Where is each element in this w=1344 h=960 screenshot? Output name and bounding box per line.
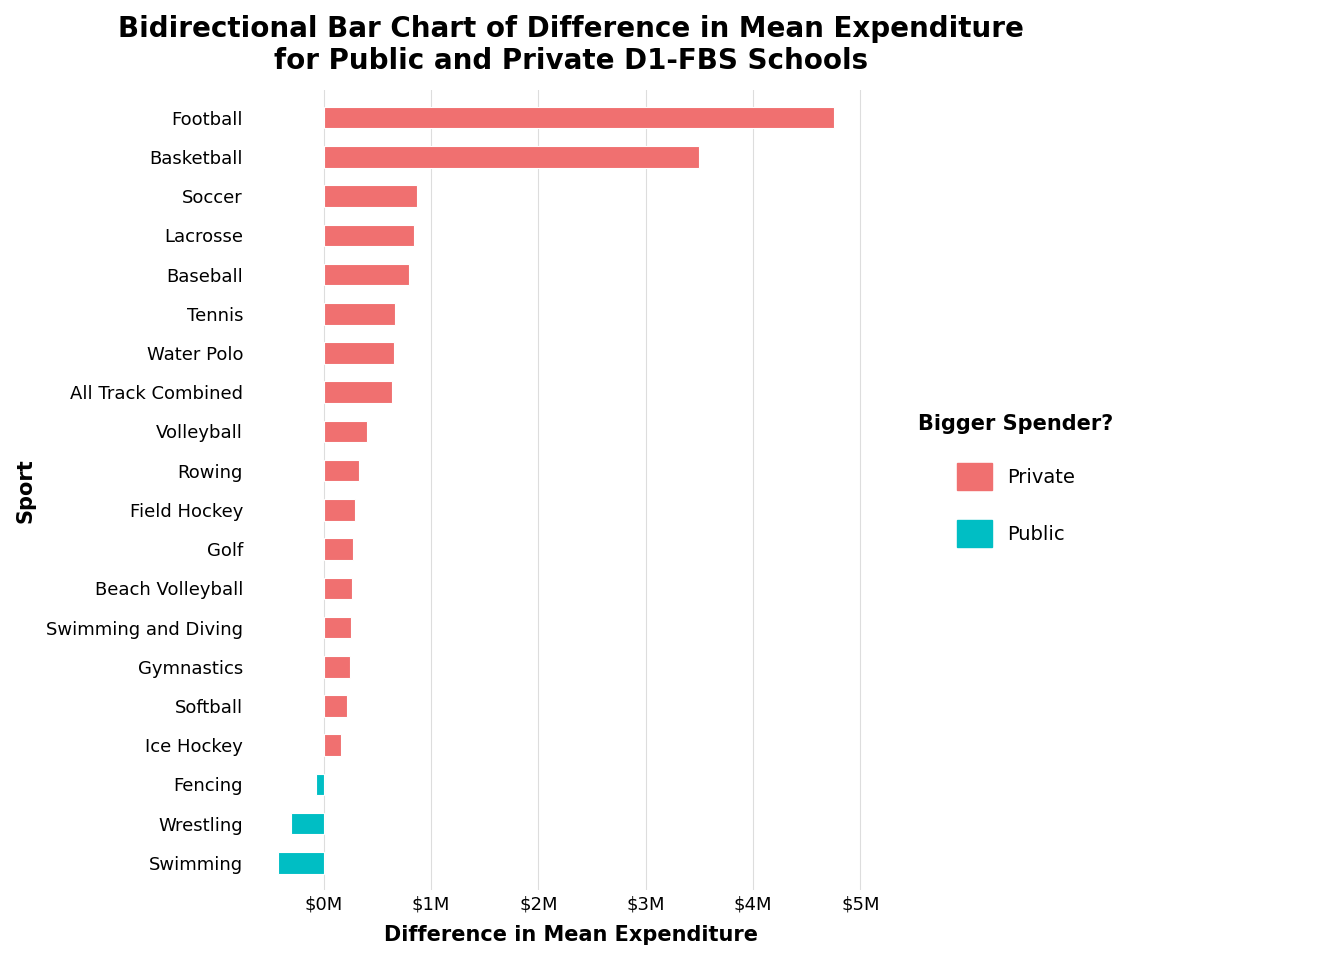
Title: Bidirectional Bar Chart of Difference in Mean Expenditure
for Public and Private: Bidirectional Bar Chart of Difference in… <box>118 15 1024 76</box>
Bar <box>324 381 392 403</box>
Bar <box>324 146 699 168</box>
Bar <box>324 225 414 246</box>
Bar <box>324 539 352 560</box>
Bar <box>324 656 349 678</box>
Bar <box>324 578 352 599</box>
Bar <box>324 616 351 638</box>
Bar <box>324 695 347 717</box>
Bar <box>324 342 394 364</box>
Bar <box>324 460 359 482</box>
Bar <box>324 499 355 520</box>
Bar <box>324 264 409 285</box>
Bar <box>316 774 324 795</box>
Bar <box>324 107 833 129</box>
X-axis label: Difference in Mean Expenditure: Difference in Mean Expenditure <box>383 925 758 945</box>
Bar <box>324 303 395 324</box>
Bar <box>324 420 367 443</box>
Legend: Private, Public: Private, Public <box>909 404 1124 557</box>
Bar <box>290 813 324 834</box>
Bar <box>324 734 341 756</box>
Bar <box>324 185 417 207</box>
Y-axis label: Sport: Sport <box>15 458 35 522</box>
Bar <box>278 852 324 874</box>
